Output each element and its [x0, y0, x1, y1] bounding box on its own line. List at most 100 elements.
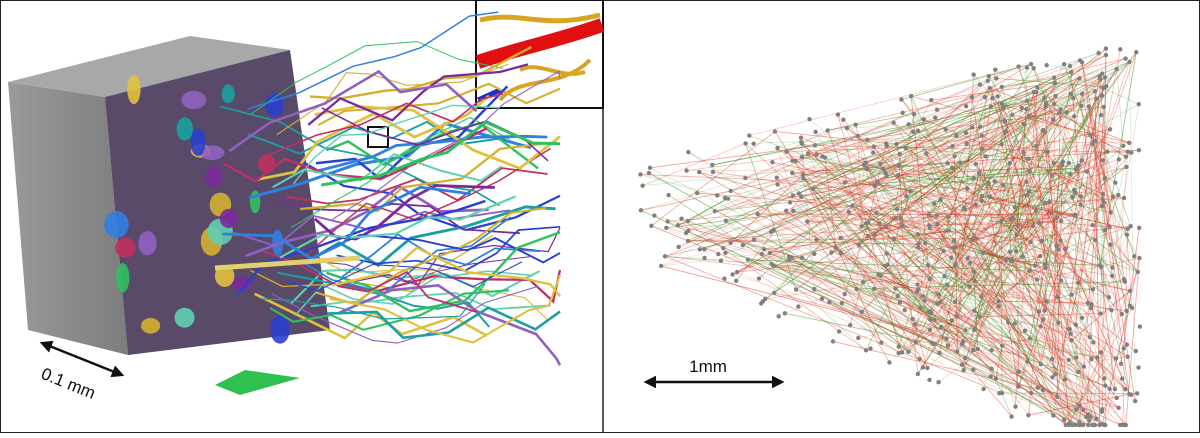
- cell: [775, 175, 779, 179]
- cell: [1125, 342, 1129, 346]
- cell: [800, 142, 804, 146]
- cell: [954, 262, 958, 266]
- cell: [1081, 408, 1085, 412]
- cell: [1051, 118, 1055, 122]
- cell: [987, 74, 991, 78]
- cell: [1042, 96, 1046, 100]
- cell: [1116, 406, 1120, 410]
- cell: [973, 202, 977, 206]
- cell: [770, 160, 774, 164]
- cell: [999, 219, 1003, 223]
- cell: [1137, 226, 1141, 230]
- cell: [1110, 274, 1114, 278]
- cell: [1046, 150, 1050, 154]
- cell: [746, 258, 750, 262]
- cell: [933, 116, 937, 120]
- cell: [923, 241, 927, 245]
- cell: [1138, 324, 1142, 328]
- cell-body: [174, 308, 194, 328]
- cell-body: [258, 154, 275, 173]
- cell-body: [181, 91, 206, 109]
- cell: [1098, 263, 1102, 267]
- cell: [1119, 362, 1123, 366]
- cell-body: [205, 166, 222, 187]
- cell: [1084, 415, 1088, 419]
- cell: [926, 212, 930, 216]
- cell: [859, 310, 863, 314]
- cell: [946, 228, 950, 232]
- cell: [1024, 180, 1028, 184]
- cell: [911, 129, 915, 133]
- cell: [1000, 142, 1004, 146]
- cell: [995, 94, 999, 98]
- cell-body: [104, 211, 129, 238]
- cell: [1129, 150, 1133, 154]
- cell: [1074, 322, 1078, 326]
- cell: [884, 141, 888, 145]
- cell: [1095, 355, 1099, 359]
- cell: [872, 287, 876, 291]
- cell: [875, 180, 879, 184]
- cell: [734, 279, 738, 283]
- cell: [1079, 194, 1083, 198]
- cell: [932, 318, 936, 322]
- cell: [771, 228, 775, 232]
- cell: [853, 123, 857, 127]
- cell: [1082, 364, 1086, 368]
- cell: [989, 348, 993, 352]
- cell: [722, 277, 726, 281]
- cell: [963, 356, 967, 360]
- cell: [916, 245, 920, 249]
- cell: [916, 372, 920, 376]
- cell: [1021, 150, 1025, 154]
- cell: [679, 216, 683, 220]
- cell: [1003, 130, 1007, 134]
- cell: [647, 171, 651, 175]
- cell: [903, 308, 907, 312]
- cell: [1108, 243, 1112, 247]
- cell: [864, 348, 868, 352]
- cell: [980, 199, 984, 203]
- cell: [872, 183, 876, 187]
- cell: [1020, 254, 1024, 258]
- cell: [1069, 338, 1073, 342]
- cell: [990, 96, 994, 100]
- cell: [977, 314, 981, 318]
- cell: [903, 146, 907, 150]
- cell: [1101, 86, 1105, 90]
- cell: [1067, 358, 1071, 362]
- cell: [864, 167, 868, 171]
- cell: [983, 95, 987, 99]
- cell: [910, 317, 914, 321]
- cell: [964, 141, 968, 145]
- cell: [1080, 316, 1084, 320]
- cell: [1104, 53, 1108, 57]
- cell: [838, 236, 842, 240]
- cell: [784, 209, 788, 213]
- cell: [1086, 301, 1090, 305]
- cell: [872, 232, 876, 236]
- cell: [1086, 423, 1090, 427]
- cell: [788, 200, 792, 204]
- cell: [1137, 256, 1141, 260]
- cell: [1020, 106, 1024, 110]
- cell: [1077, 76, 1081, 80]
- cell: [987, 181, 991, 185]
- cell: [1056, 321, 1060, 325]
- cell: [1035, 277, 1039, 281]
- cell: [684, 168, 688, 172]
- cell: [1098, 311, 1102, 315]
- cell: [686, 219, 690, 223]
- cell: [862, 163, 866, 167]
- cell: [931, 341, 935, 345]
- cell: [1055, 395, 1059, 399]
- cell: [993, 67, 997, 71]
- cell: [918, 306, 922, 310]
- cell: [1102, 105, 1106, 109]
- cell: [1102, 376, 1106, 380]
- cell: [791, 208, 795, 212]
- cell: [877, 221, 881, 225]
- cell: [927, 378, 931, 382]
- cell: [924, 151, 928, 155]
- cell: [944, 337, 948, 341]
